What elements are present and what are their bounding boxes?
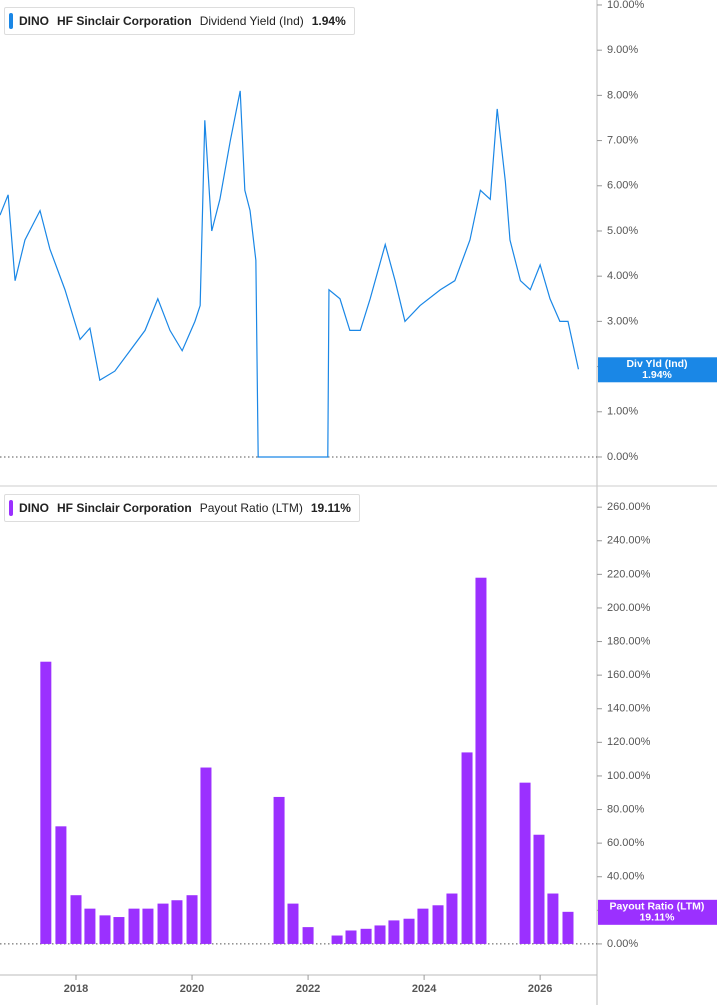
bar <box>562 911 574 944</box>
bar <box>446 893 458 944</box>
legend-accent <box>9 13 13 29</box>
bar <box>287 903 299 944</box>
badge-label: Div Yld (Ind) <box>626 358 687 370</box>
yield-line <box>0 90 580 458</box>
y-tick-label: 180.00% <box>607 635 651 647</box>
x-tick-label: 2024 <box>412 983 437 995</box>
bar <box>128 908 140 944</box>
legend-header: DINO HF Sinclair Corporation Dividend Yiel… <box>4 7 355 35</box>
bar <box>461 752 473 944</box>
bar <box>157 903 169 944</box>
bar <box>475 577 487 944</box>
badge-value: 19.11% <box>639 912 675 924</box>
ticker: DINO <box>19 501 49 515</box>
y-tick-label: 120.00% <box>607 736 651 748</box>
y-tick-label: 60.00% <box>607 837 645 849</box>
bar <box>302 927 314 944</box>
y-tick-label: 200.00% <box>607 602 651 614</box>
legend-accent <box>9 500 13 516</box>
x-tick-label: 2020 <box>180 983 204 995</box>
y-tick-label: 3.00% <box>607 315 638 327</box>
bar <box>40 661 52 944</box>
bar <box>403 918 415 944</box>
y-tick-label: 10.00% <box>607 0 645 11</box>
value-badge: Payout Ratio (LTM)19.11% <box>598 899 717 925</box>
bar <box>360 928 372 944</box>
x-tick-label: 2026 <box>528 983 552 995</box>
x-tick-label: 2018 <box>64 983 88 995</box>
y-tick-label: 7.00% <box>607 134 638 146</box>
y-tick-label: 4.00% <box>607 270 638 282</box>
bar <box>547 893 559 944</box>
y-tick-label: 8.00% <box>607 89 638 101</box>
badge-value: 1.94% <box>642 369 672 381</box>
y-tick-label: 240.00% <box>607 535 651 547</box>
bar <box>113 917 125 944</box>
x-tick-label: 2022 <box>296 983 320 995</box>
bar <box>142 908 154 944</box>
bar <box>345 930 357 944</box>
y-tick-label: 1.00% <box>607 406 638 418</box>
bar <box>273 796 285 944</box>
bar <box>70 895 82 944</box>
badge-label: Payout Ratio (LTM) <box>610 901 705 913</box>
metric: Dividend Yield (Ind) <box>199 14 304 28</box>
y-tick-label: 40.00% <box>607 871 645 883</box>
value-badge: Div Yld (Ind)1.94% <box>598 357 717 383</box>
y-tick-label: 9.00% <box>607 44 638 56</box>
y-tick-label: 6.00% <box>607 180 638 192</box>
company: HF Sinclair Corporation <box>57 14 192 28</box>
bar <box>200 767 212 944</box>
bar <box>84 908 96 944</box>
badge-bg <box>598 899 717 925</box>
legend-header: DINO HF Sinclair Corporation Payout Ratio … <box>4 494 360 522</box>
metric: Payout Ratio (LTM) <box>199 501 303 515</box>
bar <box>374 925 386 944</box>
bar <box>533 834 545 944</box>
bar <box>171 900 183 944</box>
y-tick-label: 100.00% <box>607 770 651 782</box>
bar <box>186 895 198 944</box>
y-tick-label: 0.00% <box>607 938 638 950</box>
y-tick-label: 80.00% <box>607 803 645 815</box>
current-value: 1.94% <box>311 14 346 28</box>
y-tick-label: 0.00% <box>607 451 638 463</box>
badge-bg <box>598 357 717 383</box>
current-value: 19.11% <box>310 501 351 515</box>
y-tick-label: 260.00% <box>607 501 651 513</box>
bar <box>519 782 531 944</box>
y-tick-label: 220.00% <box>607 568 651 580</box>
bar <box>55 826 67 944</box>
company: HF Sinclair Corporation <box>57 501 192 515</box>
bar <box>417 908 429 944</box>
bar <box>331 935 343 944</box>
y-tick-label: 5.00% <box>607 225 638 237</box>
bar <box>388 920 400 944</box>
bar <box>432 905 444 944</box>
y-tick-label: 160.00% <box>607 669 651 681</box>
y-tick-label: 140.00% <box>607 703 651 715</box>
bar <box>99 915 111 944</box>
ticker: DINO <box>19 14 49 28</box>
